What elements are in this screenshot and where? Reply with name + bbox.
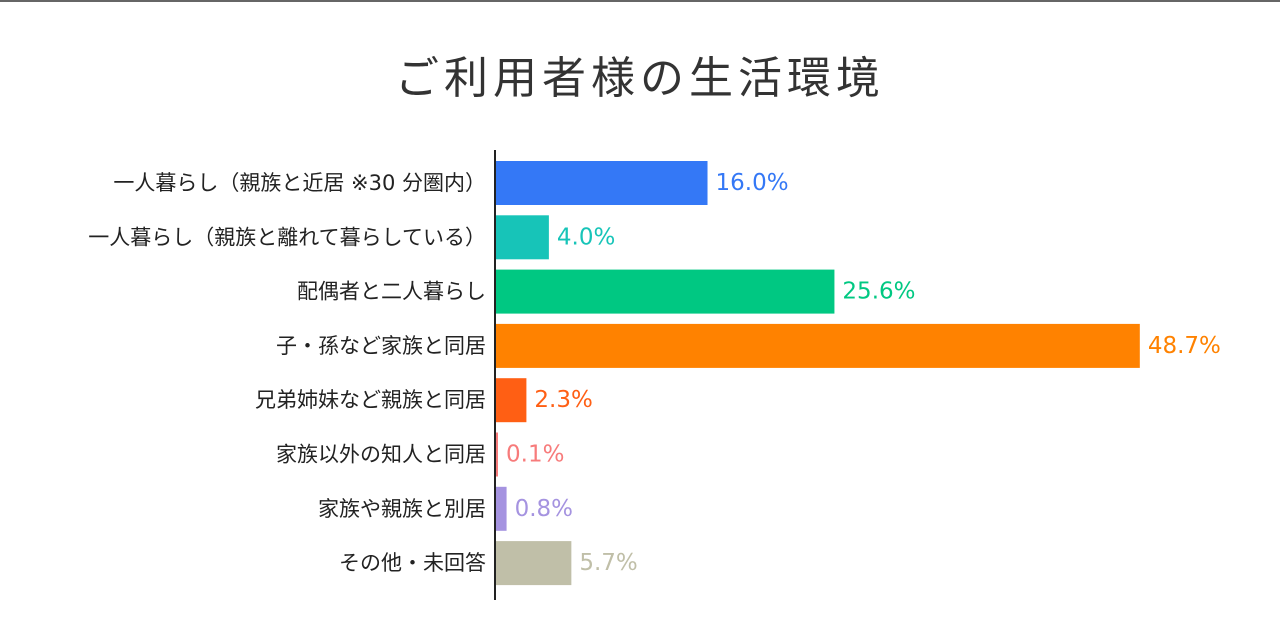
top-rule xyxy=(0,0,1280,2)
bars-layer: 一人暮らし（親族と近居 ※30 分圏内） 16.0% 一人暮らし（親族と離れて暮らし… xyxy=(88,161,1221,586)
value-label-8: 5.7% xyxy=(579,550,637,576)
category-label-7: 家族や親族と別居 xyxy=(318,497,486,521)
bar-7 xyxy=(496,486,507,531)
category-label-4: 子・孫など家族と同居 xyxy=(276,334,486,358)
value-label-4: 48.7% xyxy=(1148,333,1221,359)
value-label-1: 16.0% xyxy=(716,170,789,196)
bar-2 xyxy=(496,215,549,260)
category-label-2: 一人暮らし（親族と離れて暮らしている） xyxy=(88,225,486,249)
value-label-3: 25.6% xyxy=(842,279,915,305)
bar-4 xyxy=(496,323,1140,368)
category-label-8: その他・未回答 xyxy=(339,551,486,575)
value-label-2: 4.0% xyxy=(557,224,615,250)
chart-title: ご利用者様の生活環境 xyxy=(395,53,885,104)
category-label-1: 一人暮らし（親族と近居 ※30 分圏内） xyxy=(113,171,486,195)
bar-8 xyxy=(496,541,572,586)
value-label-5: 2.3% xyxy=(534,387,592,413)
category-label-5: 兄弟姉妹など親族と同居 xyxy=(255,388,486,412)
bar-6 xyxy=(496,432,498,477)
category-label-6: 家族以外の知人と同居 xyxy=(276,443,486,467)
bar-3 xyxy=(496,269,835,314)
bar-5 xyxy=(496,378,527,423)
bar-1 xyxy=(496,161,708,205)
value-label-6: 0.1% xyxy=(506,442,564,468)
value-label-7: 0.8% xyxy=(515,496,573,522)
category-label-3: 配偶者と二人暮らし xyxy=(297,280,486,304)
